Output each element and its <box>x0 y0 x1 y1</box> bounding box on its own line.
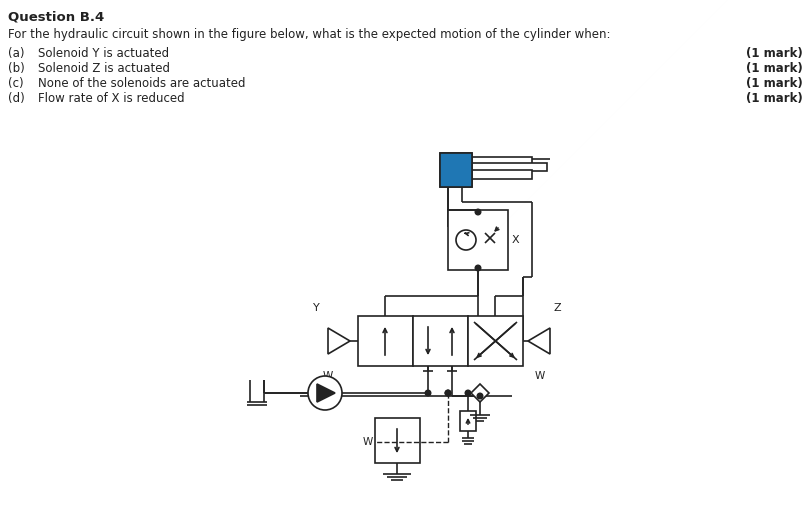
Circle shape <box>456 230 476 250</box>
Circle shape <box>477 393 483 399</box>
Text: (1 mark): (1 mark) <box>746 92 803 105</box>
Bar <box>472 170 532 179</box>
Text: W: W <box>363 437 373 447</box>
Circle shape <box>425 390 431 396</box>
Text: Z: Z <box>553 303 560 313</box>
Text: Question B.4: Question B.4 <box>8 10 105 23</box>
Bar <box>472 157 532 167</box>
Bar <box>460 411 476 431</box>
Text: (1 mark): (1 mark) <box>746 47 803 60</box>
Circle shape <box>445 390 451 396</box>
Text: (c): (c) <box>8 77 24 90</box>
Text: For the hydraulic circuit shown in the figure below, what is the expected motion: For the hydraulic circuit shown in the f… <box>8 28 611 41</box>
Bar <box>413 316 468 366</box>
Circle shape <box>445 390 451 396</box>
Bar <box>440 153 472 187</box>
Bar <box>375 418 420 463</box>
Text: (b): (b) <box>8 62 25 75</box>
Polygon shape <box>471 384 489 402</box>
Text: W: W <box>323 371 333 381</box>
Text: Y: Y <box>313 303 320 313</box>
Bar <box>448 210 508 270</box>
Text: X: X <box>512 235 520 245</box>
Bar <box>440 153 472 187</box>
Text: Solenoid Y is actuated: Solenoid Y is actuated <box>38 47 169 60</box>
Circle shape <box>308 376 342 410</box>
Bar <box>468 316 523 366</box>
Text: (1 mark): (1 mark) <box>746 77 803 90</box>
Circle shape <box>475 265 481 271</box>
Circle shape <box>475 209 481 215</box>
Bar <box>358 316 413 366</box>
Circle shape <box>466 390 471 396</box>
Text: Flow rate of X is reduced: Flow rate of X is reduced <box>38 92 185 105</box>
Polygon shape <box>317 384 335 402</box>
Text: Solenoid Z is actuated: Solenoid Z is actuated <box>38 62 170 75</box>
Text: (1 mark): (1 mark) <box>746 62 803 75</box>
Text: (d): (d) <box>8 92 25 105</box>
Text: None of the solenoids are actuated: None of the solenoids are actuated <box>38 77 246 90</box>
Text: (a): (a) <box>8 47 24 60</box>
Bar <box>472 163 547 171</box>
Text: W: W <box>535 371 545 381</box>
